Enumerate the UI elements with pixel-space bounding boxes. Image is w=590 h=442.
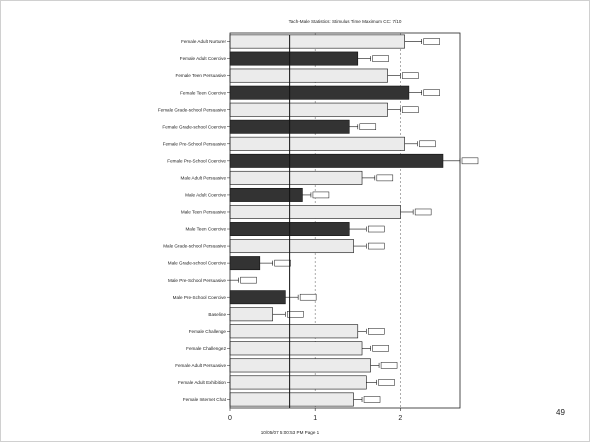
bar: [229, 307, 273, 322]
category-label: Female Challenge: [189, 329, 227, 334]
category-label: Female Grade-school Persuasive: [158, 107, 227, 112]
value-box: [299, 293, 317, 301]
category-label: Baseline: [208, 312, 226, 317]
value-box: [461, 157, 479, 165]
category-label: Female Adult Persuasive: [175, 363, 226, 368]
category-label: Male Adult Coercive: [185, 193, 226, 198]
value-box: [372, 345, 389, 352]
category-label: Male Teen Persuasive: [181, 210, 227, 215]
bar: [229, 290, 286, 305]
category-label: Male Grade-school Persuasive: [163, 244, 226, 249]
page-number: 49: [556, 408, 565, 417]
x-tick-label: 1: [313, 415, 317, 422]
category-label: Female Adult Coercive: [180, 56, 227, 61]
value-box: [423, 38, 440, 45]
chart-footer: 10/05/07 5:00:53 PM Page 1: [261, 430, 320, 435]
plot-frame: [229, 32, 461, 409]
bar: [229, 34, 405, 49]
bar: [229, 358, 371, 373]
bar: [229, 136, 405, 151]
category-label: Female Pre-School Persuasive: [163, 141, 227, 146]
bar: [229, 153, 444, 168]
value-box: [240, 276, 257, 284]
bar: [229, 341, 363, 356]
bar: [229, 239, 354, 254]
category-label: Female Adult Nurturer: [181, 39, 226, 44]
category-label: Female Adult Exhibition: [178, 380, 226, 385]
x-tick-label: 2: [398, 415, 402, 422]
category-label: Male Grade-school Coercive: [168, 261, 227, 266]
value-box: [378, 379, 395, 386]
category-label: Female Internet Chat: [183, 397, 227, 402]
value-box: [368, 328, 385, 335]
value-box: [414, 208, 432, 216]
category-label: Female Grade-school Coercive: [162, 124, 226, 129]
value-box: [274, 259, 291, 267]
value-box: [359, 123, 377, 130]
bar: [229, 392, 354, 407]
bar: [229, 256, 261, 271]
value-box: [363, 396, 381, 403]
bar: [229, 170, 363, 185]
value-box: [402, 72, 419, 79]
bar: [229, 102, 388, 117]
x-tick-label: 0: [228, 415, 232, 422]
category-label: Male Pre-School Persuasive: [168, 278, 226, 283]
bar: [229, 68, 388, 83]
bar: [229, 205, 401, 219]
value-box: [368, 242, 385, 250]
category-label: Male Pre-School Coercive: [173, 295, 227, 300]
category-label: Female Teen Persuasive: [176, 73, 227, 78]
category-label: Female Challenge2: [186, 346, 226, 351]
category-label: Male Adult Persuasive: [181, 175, 227, 180]
value-box: [287, 311, 304, 318]
bar: [229, 51, 359, 66]
chart-title: Tach-Male Statistics: Stimulus Time Maxi…: [289, 19, 402, 24]
bar: [229, 324, 359, 339]
value-box: [312, 191, 330, 199]
bar: [229, 187, 303, 202]
value-box: [368, 225, 385, 233]
value-box: [380, 362, 398, 369]
category-label: Female Teen Coercive: [180, 90, 226, 95]
value-box: [419, 140, 436, 148]
value-box: [402, 106, 419, 113]
value-box: [376, 174, 394, 182]
value-box: [372, 55, 389, 62]
category-label: Female Pre-School Coercive: [167, 158, 226, 163]
bar: [229, 85, 410, 100]
bar: [229, 375, 367, 390]
category-label: Male Teen Coercive: [185, 227, 226, 232]
value-box: [423, 89, 440, 96]
